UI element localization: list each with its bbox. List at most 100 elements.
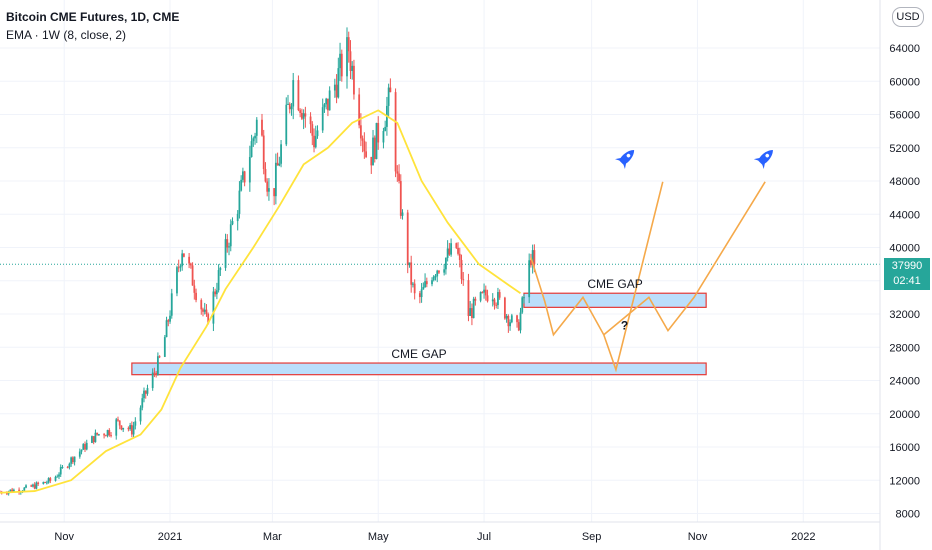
candle-down [327, 98, 329, 111]
candle-up [519, 312, 522, 331]
x-tick-label: Nov [54, 531, 74, 543]
candle-up [9, 489, 12, 492]
candle-up [122, 427, 125, 430]
candle-up [274, 162, 277, 197]
candle-up [231, 221, 234, 225]
rocket-icon [753, 149, 773, 170]
y-tick-label: 52000 [889, 143, 920, 155]
candle-down [503, 297, 506, 319]
candle-up [236, 213, 239, 222]
projection-path [603, 181, 766, 336]
candle-up [523, 297, 525, 299]
candle-down [11, 489, 14, 493]
candle-up [528, 260, 531, 298]
x-tick-label: Sep [582, 531, 602, 543]
y-tick-label: 12000 [889, 475, 920, 487]
candle-down [495, 304, 498, 306]
candle-down [438, 270, 440, 273]
candle-up [82, 444, 85, 450]
candle-up [146, 388, 149, 394]
candle-up [212, 291, 215, 324]
candle-down [498, 292, 501, 298]
candle-up [469, 308, 472, 316]
candle-down [193, 285, 196, 293]
candle-up [73, 456, 76, 463]
candle-down [130, 425, 133, 435]
candle-up [219, 267, 222, 271]
candle-up [217, 270, 220, 291]
candle-up [420, 289, 423, 298]
candle-up [169, 315, 171, 322]
candles [0, 27, 536, 496]
candle-down [30, 485, 33, 487]
indicator-legend[interactable]: EMA · 1W (8, close, 2) [6, 28, 127, 42]
candle-down [373, 137, 376, 160]
candle-up [302, 113, 305, 119]
candle-up [509, 322, 511, 327]
candle-down [486, 295, 489, 302]
candle-up [333, 84, 336, 91]
candle-down [455, 243, 458, 248]
candle-up [254, 135, 256, 139]
candle-up [68, 463, 71, 468]
candle-down [96, 432, 99, 435]
candle-down [311, 124, 314, 136]
candle-up [431, 280, 433, 285]
candle-down [394, 92, 397, 172]
candle-up [91, 436, 93, 443]
candle-down [84, 444, 86, 450]
candle-down [189, 263, 192, 266]
candle-down [127, 427, 130, 430]
candle-down [361, 138, 364, 141]
candle-up [268, 188, 270, 192]
candle-up [424, 281, 426, 288]
candle-up [483, 289, 485, 293]
candle-down [71, 457, 74, 463]
currency-button[interactable]: USD [892, 7, 924, 27]
candle-down [103, 434, 105, 436]
candle-down [288, 103, 291, 110]
candle-down [481, 292, 484, 294]
candle-up [203, 309, 206, 312]
candle-down [49, 478, 52, 481]
candle-up [521, 297, 524, 313]
candle-up [179, 266, 182, 268]
candle-down [377, 122, 380, 143]
candle-up [163, 337, 166, 357]
rocket-icon [615, 149, 635, 170]
candle-down [66, 466, 69, 468]
candle-down [474, 298, 477, 301]
candle-down [493, 299, 496, 305]
candle-up [505, 315, 508, 319]
candle-down [118, 420, 121, 426]
y-tick-label: 28000 [889, 342, 920, 354]
candle-up [432, 276, 435, 281]
candle-down [413, 283, 416, 294]
candle-down [484, 289, 487, 296]
x-tick-label: May [368, 531, 389, 543]
candle-down [533, 250, 536, 265]
candle-up [346, 37, 348, 77]
candle-down [183, 253, 185, 257]
candle-up [255, 119, 258, 136]
candle-up [12, 489, 15, 493]
candle-down [155, 373, 158, 375]
y-tick-label: 64000 [889, 43, 920, 55]
candle-down [365, 151, 367, 157]
candle-up [228, 246, 230, 248]
candle-down [425, 281, 428, 285]
y-tick-label: 60000 [889, 76, 920, 88]
candle-down [188, 256, 191, 264]
candle-up [143, 390, 145, 399]
x-tick-label: Jul [477, 531, 491, 543]
x-axis[interactable]: Nov 2021 Mar May Jul Sep Nov 2022 [0, 521, 880, 543]
candle-up [97, 434, 100, 436]
candle-up [238, 190, 241, 214]
rocket-window [626, 153, 631, 158]
candle-up [242, 171, 244, 180]
candle-down [297, 80, 300, 111]
candle-up [229, 224, 232, 247]
y-tick-label: 56000 [889, 110, 920, 122]
ema-polyline [0, 109, 522, 494]
